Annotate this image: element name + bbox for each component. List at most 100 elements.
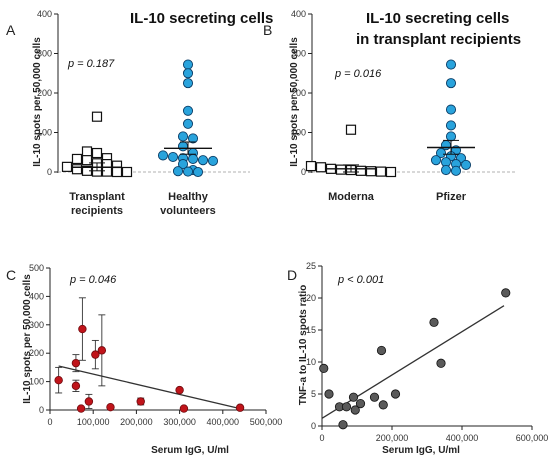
panel-c-data-point xyxy=(76,404,86,413)
panel-b-data-point xyxy=(445,131,457,142)
panel-a-data-point xyxy=(182,105,194,116)
panel-c-y-tick-label: 100 xyxy=(29,377,44,387)
panel-a-data-point xyxy=(177,159,189,170)
panel-c-data-point xyxy=(97,346,107,355)
panel-a-category-label: recipients xyxy=(71,205,123,217)
panel-b-data-point xyxy=(335,164,347,175)
panel-d-data-point xyxy=(429,317,439,327)
panel-a-p-value: p = 0.187 xyxy=(67,58,115,70)
panel-a: A IL-10 secreting cells p = 0.187 IL-10 … xyxy=(6,9,273,217)
panel-b-data-point xyxy=(315,162,327,173)
panel-c-data-point xyxy=(54,375,63,385)
panel-c-data-point xyxy=(84,397,94,406)
panel-c-y-tick-label: 400 xyxy=(29,291,44,301)
panel-a-data-point xyxy=(101,166,113,177)
panel-c-data-point xyxy=(175,385,184,395)
panel-a-data-point xyxy=(182,59,194,70)
panel-c-data-point xyxy=(106,402,115,412)
panel-d-data-point xyxy=(390,389,401,399)
panel-b-y-tick-label: 400 xyxy=(291,9,306,19)
panel-b-y-tick-label: 200 xyxy=(291,88,306,98)
panel-b-data-point xyxy=(385,166,397,178)
panel-c-y-tick-label: 200 xyxy=(29,348,44,358)
panel-a-y-tick-label: 300 xyxy=(37,49,52,59)
panel-c-y-tick-label: 0 xyxy=(39,405,44,415)
panel-a-data-point xyxy=(81,155,93,166)
panel-b-data-point xyxy=(355,165,367,176)
panel-d-x-tick-label: 200,000 xyxy=(376,433,409,443)
panel-c-letter: C xyxy=(6,267,16,283)
panel-d: D p < 0.001 TNF-a to IL-10 spots ratio S… xyxy=(287,261,548,456)
panel-b-subtitle: in transplant recipients xyxy=(356,31,521,48)
panel-a-category-label: Healthy xyxy=(168,191,209,203)
panel-a-data-point xyxy=(187,133,199,144)
panel-d-regression-line xyxy=(321,305,505,419)
panel-b-data-point xyxy=(430,155,442,166)
panel-a-category-label: Transplant xyxy=(69,191,125,203)
panel-c-x-axis-title: Serum IgG, U/ml xyxy=(151,445,229,456)
panel-a-data-point xyxy=(197,155,209,166)
panel-b-data-point xyxy=(365,166,377,177)
panel-a-data-point xyxy=(91,147,103,159)
panel-c-data-point xyxy=(179,404,189,413)
panel-c-x-tick-label: 100,000 xyxy=(77,417,110,427)
panel-b-data-point xyxy=(460,159,472,170)
panel-a-data-point xyxy=(71,164,83,175)
panel-d-data-point xyxy=(369,392,380,402)
panel-b-y-axis-title: IL-10 spots per 50,000 cells xyxy=(289,37,300,167)
panel-a-y-tick-label: 100 xyxy=(37,128,52,138)
panel-a-data-point xyxy=(182,68,194,79)
panel-d-y-tick-label: 0 xyxy=(311,421,316,431)
panel-b-data-point xyxy=(305,160,317,172)
panel-a-data-point xyxy=(157,150,169,161)
panel-a-data-point xyxy=(121,166,133,178)
panel-c-x-tick-label: 500,000 xyxy=(250,417,283,427)
panel-a-data-point xyxy=(81,146,93,157)
panel-c-x-tick-label: 300,000 xyxy=(163,417,196,427)
panel-b-data-point xyxy=(440,164,452,176)
panel-a-data-point xyxy=(207,155,219,166)
panel-c: C p = 0.046 IL-10 spots per 50,000 cells… xyxy=(6,263,282,456)
panel-c-x-tick-label: 0 xyxy=(47,417,52,427)
panel-a-data-point xyxy=(172,166,184,177)
panel-d-data-point xyxy=(350,405,360,415)
panel-b-data-point xyxy=(445,104,457,115)
panel-a-data-point xyxy=(111,166,123,178)
panel-c-data-point xyxy=(71,358,81,368)
panel-b: B IL-10 secreting cells in transplant re… xyxy=(263,9,521,203)
panel-d-y-axis-title: TNF-a to IL-10 spots ratio xyxy=(298,285,309,406)
panel-b-data-point xyxy=(375,166,387,177)
panel-a-data-point xyxy=(187,153,199,165)
panel-a-y-axis-title: IL-10 spots per 50,000 cells xyxy=(32,37,43,167)
panel-d-x-tick-label: 400,000 xyxy=(446,433,479,443)
panel-a-title: IL-10 secreting cells xyxy=(130,10,273,27)
panel-b-title: IL-10 secreting cells xyxy=(366,10,509,27)
panel-c-regression-line xyxy=(58,365,241,410)
panel-b-y-tick-label: 300 xyxy=(291,49,306,59)
panel-b-data-point xyxy=(445,120,457,131)
panel-b-data-point xyxy=(445,59,457,70)
panel-a-data-point xyxy=(177,141,189,152)
panel-d-letter: D xyxy=(287,267,297,283)
panel-c-data-point xyxy=(136,397,145,406)
panel-a-y-tick-label: 0 xyxy=(47,167,52,177)
panel-d-x-tick-label: 0 xyxy=(319,433,324,443)
panel-c-y-tick-label: 300 xyxy=(29,320,44,330)
panel-a-category-label: volunteers xyxy=(160,205,216,217)
panel-a-data-point xyxy=(71,153,83,165)
panel-b-y-tick-label: 100 xyxy=(291,128,306,138)
panel-d-y-tick-label: 15 xyxy=(306,325,316,335)
panel-b-data-point xyxy=(345,124,357,135)
panel-b-letter: B xyxy=(263,22,272,38)
panel-a-y-tick-label: 400 xyxy=(37,9,52,19)
panel-d-data-point xyxy=(324,389,334,399)
panel-c-p-value: p = 0.046 xyxy=(69,274,117,286)
panel-d-y-tick-label: 25 xyxy=(306,261,316,271)
panel-c-x-tick-label: 200,000 xyxy=(120,417,153,427)
panel-a-y-tick-label: 200 xyxy=(37,88,52,98)
panel-c-y-tick-label: 500 xyxy=(29,263,44,273)
panel-d-data-point xyxy=(341,402,352,412)
panel-a-data-point xyxy=(91,111,103,122)
panel-d-data-point xyxy=(319,363,329,373)
